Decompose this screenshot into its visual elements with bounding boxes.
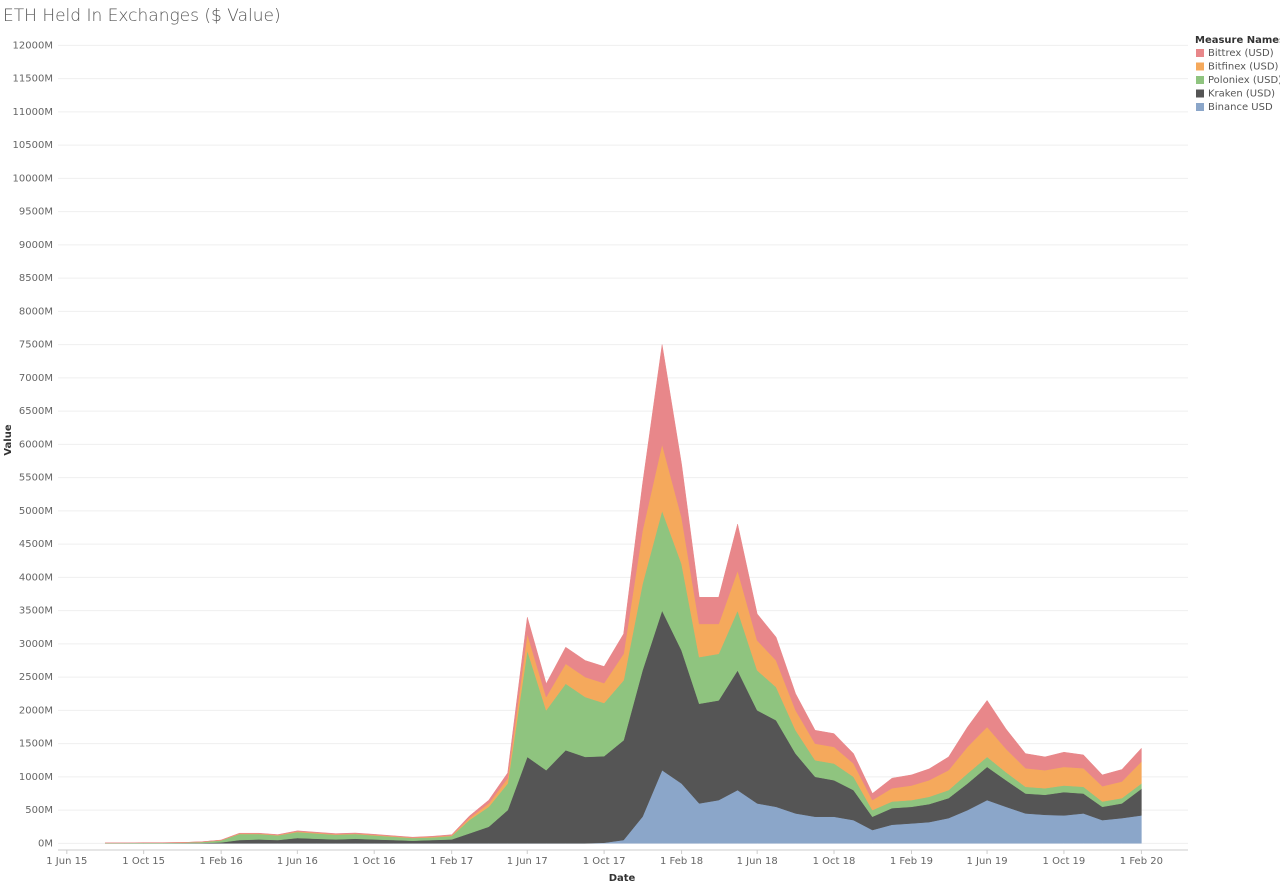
y-tick-label: 8500M — [19, 273, 53, 284]
legend-label: Bittrex (USD) — [1208, 48, 1274, 59]
y-tick-label: 5500M — [19, 473, 53, 484]
x-tick-label: 1 Oct 15 — [122, 856, 165, 867]
y-tick-label: 8000M — [19, 306, 53, 317]
x-axis-title: Date — [609, 873, 636, 884]
x-tick-label: 1 Feb 17 — [430, 856, 473, 867]
y-axis-title: Value — [3, 424, 14, 455]
x-tick-label: 1 Jun 15 — [46, 856, 87, 867]
x-tick-label: 1 Jun 18 — [737, 856, 778, 867]
y-tick-label: 11000M — [13, 107, 53, 118]
legend-swatch — [1196, 89, 1204, 98]
legend-label: Bitfinex (USD) — [1208, 62, 1279, 73]
y-tick-label: 9000M — [19, 240, 53, 251]
x-tick-label: 1 Feb 18 — [660, 856, 703, 867]
x-tick-label: 1 Oct 19 — [1043, 856, 1086, 867]
x-tick-label: 1 Feb 20 — [1120, 856, 1163, 867]
y-tick-label: 4500M — [19, 539, 53, 550]
y-tick-label: 6000M — [19, 439, 53, 450]
x-tick-label: 1 Oct 17 — [583, 856, 626, 867]
legend-label: Poloniex (USD) — [1208, 75, 1280, 86]
y-tick-label: 11500M — [13, 74, 53, 85]
legend-title: Measure Names — [1195, 35, 1280, 46]
y-tick-label: 7000M — [19, 373, 53, 384]
y-tick-label: 0M — [38, 838, 53, 849]
x-tick-label: 1 Feb 19 — [890, 856, 933, 867]
y-tick-label: 1000M — [19, 772, 53, 783]
legend-swatch — [1196, 76, 1204, 84]
x-tick-label: 1 Jun 19 — [967, 856, 1008, 867]
y-tick-label: 10000M — [13, 173, 53, 184]
chart-title: ETH Held In Exchanges ($ Value) — [3, 6, 281, 26]
x-tick-label: 1 Jun 16 — [277, 856, 318, 867]
y-tick-label: 10500M — [13, 140, 53, 151]
y-tick-label: 4000M — [19, 572, 53, 583]
y-tick-label: 12000M — [13, 40, 53, 51]
legend-swatch — [1196, 62, 1204, 71]
legend-label: Binance USD — [1208, 102, 1273, 113]
area — [105, 344, 1142, 844]
y-tick-label: 2000M — [19, 705, 53, 716]
x-tick-label: 1 Oct 18 — [813, 856, 856, 867]
y-tick-label: 6500M — [19, 406, 53, 417]
x-tick-label: 1 Oct 16 — [353, 856, 396, 867]
y-tick-label: 2500M — [19, 672, 53, 683]
legend-swatch — [1196, 49, 1204, 57]
x-tick-label: 1 Jun 17 — [507, 856, 548, 867]
y-tick-label: 7500M — [19, 340, 53, 351]
x-tick-label: 1 Feb 16 — [200, 856, 243, 867]
legend-swatch — [1196, 103, 1204, 111]
y-tick-label: 5000M — [19, 506, 53, 517]
legend-label: Kraken (USD) — [1208, 89, 1275, 100]
y-tick-label: 1500M — [19, 739, 53, 750]
y-tick-label: 500M — [25, 805, 53, 816]
y-tick-label: 3000M — [19, 639, 53, 650]
y-tick-label: 3500M — [19, 606, 53, 617]
y-tick-label: 9500M — [19, 207, 53, 218]
